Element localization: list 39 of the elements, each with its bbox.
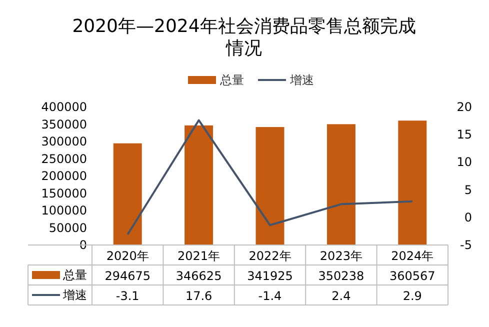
data-label: 2.9 xyxy=(402,289,422,303)
y2-tick-label: 15 xyxy=(456,128,472,142)
data-label: -1.4 xyxy=(258,289,282,303)
y-tick-label: 350000 xyxy=(41,117,87,132)
y2-tick-label: 5 xyxy=(464,182,472,197)
data-label: -3.1 xyxy=(116,289,140,303)
data-label: 294675 xyxy=(104,269,151,283)
bar xyxy=(326,124,356,245)
bar xyxy=(184,125,214,245)
y-tick-label: 400000 xyxy=(41,100,87,114)
data-label: 341925 xyxy=(247,269,293,283)
x-tick-label: 2021年 xyxy=(178,249,220,263)
y2-tick-label: 0 xyxy=(464,210,472,224)
y2-tick-label: 20 xyxy=(456,100,472,114)
y-tick-label: 200000 xyxy=(41,169,87,183)
data-label: 346625 xyxy=(176,269,222,283)
bar xyxy=(256,127,284,245)
data-label: 17.6 xyxy=(185,289,212,303)
y-tick-label: 150000 xyxy=(41,186,87,200)
data-label: 2.4 xyxy=(332,289,351,303)
legend-label: 增速 xyxy=(289,73,314,87)
title: 2020年—2024年社会消费品零售总额完成情况 xyxy=(72,16,416,59)
text: 增速 xyxy=(63,288,87,302)
y2-tick-label: -5 xyxy=(460,238,472,252)
y-tick-label: 300000 xyxy=(41,134,87,148)
y-tick-label: 250000 xyxy=(41,152,87,166)
x-tick-label: 2022年 xyxy=(248,249,292,263)
y2-tick-label: 10 xyxy=(456,155,472,170)
text: 总量 xyxy=(63,268,87,282)
x-tick-label: 2023年 xyxy=(320,249,362,263)
legend-label: 总量 xyxy=(219,73,244,87)
data-label: 350238 xyxy=(318,269,364,283)
y-tick-label: 50000 xyxy=(48,220,87,235)
data-label: 360567 xyxy=(389,269,436,283)
x-tick-label: 2020年 xyxy=(106,249,149,263)
x-tick-label: 2024年 xyxy=(391,249,434,263)
bar xyxy=(113,143,142,245)
y-tick-label: 100000 xyxy=(41,204,87,218)
bar xyxy=(398,120,427,245)
